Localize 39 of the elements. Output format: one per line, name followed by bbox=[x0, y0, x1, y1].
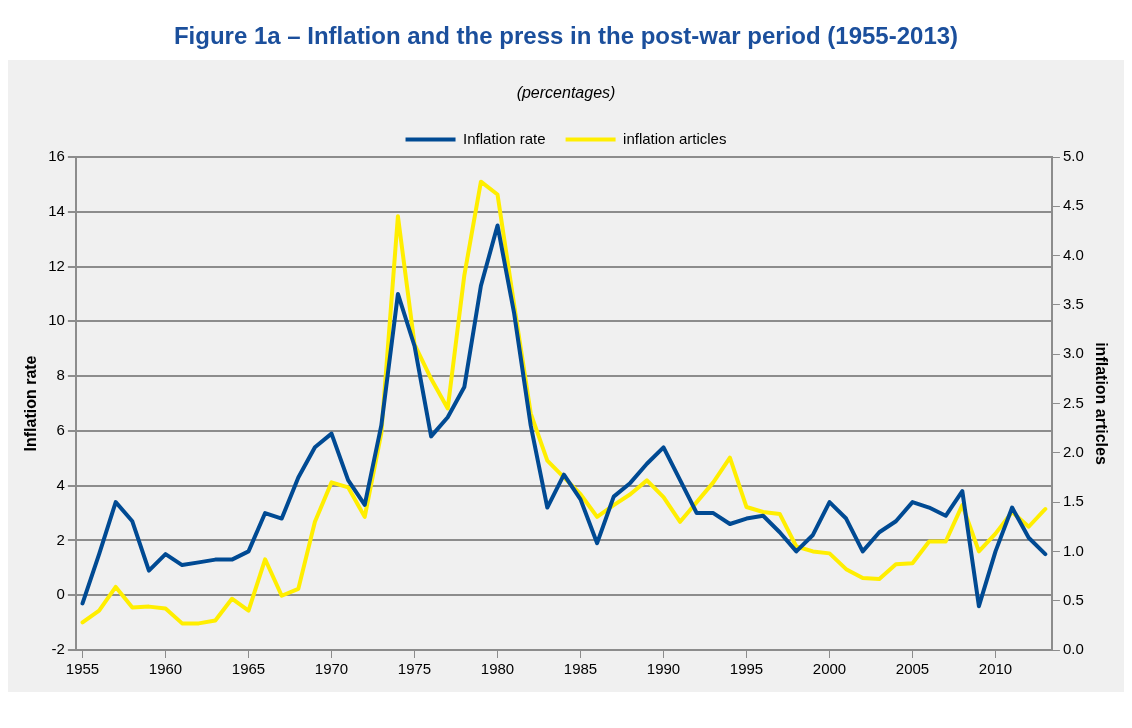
y-axis-title: Inflation rate bbox=[22, 355, 40, 452]
y2-tick-label: 4.5 bbox=[1062, 196, 1084, 214]
y2-tick-label: 5.0 bbox=[1062, 147, 1084, 165]
x-tick-label: 1990 bbox=[646, 660, 681, 678]
x-tick-label: 2005 bbox=[895, 660, 930, 678]
y-tick-label: 8 bbox=[56, 366, 65, 384]
chart-title: Figure 1a – Inflation and the press in the post-war period (1955-2013) bbox=[8, 8, 1124, 60]
legend-label: Inflation rate bbox=[463, 129, 546, 147]
y-tick-label: -2 bbox=[51, 640, 65, 658]
x-tick-label: 1955 bbox=[65, 660, 100, 678]
y-tick-label: 0 bbox=[56, 585, 65, 603]
y2-tick-label: 2.0 bbox=[1062, 442, 1084, 460]
x-tick-label: 1960 bbox=[148, 660, 183, 678]
y-tick-label: 2 bbox=[56, 530, 65, 548]
y2-tick-label: 3.0 bbox=[1062, 344, 1084, 362]
x-tick-label: 1985 bbox=[563, 660, 598, 678]
y-tick-label: 16 bbox=[48, 147, 65, 165]
y2-tick-label: 0.5 bbox=[1062, 590, 1084, 608]
x-tick-label: 1980 bbox=[480, 660, 515, 678]
y-tick-label: 12 bbox=[48, 256, 65, 274]
y2-tick-label: 4.0 bbox=[1062, 245, 1084, 263]
y2-tick-label: 0.0 bbox=[1062, 640, 1084, 658]
y2-tick-label: 2.5 bbox=[1062, 393, 1084, 411]
y-tick-label: 14 bbox=[48, 201, 65, 219]
y2-tick-label: 3.5 bbox=[1062, 295, 1084, 313]
y2-tick-label: 1.5 bbox=[1062, 492, 1084, 510]
x-tick-label: 2000 bbox=[812, 660, 847, 678]
legend-label: inflation articles bbox=[623, 129, 727, 147]
x-tick-label: 1965 bbox=[231, 660, 266, 678]
y-tick-label: 10 bbox=[48, 311, 65, 329]
x-tick-label: 1975 bbox=[397, 660, 432, 678]
y2-axis-title: inflation articles bbox=[1092, 342, 1110, 465]
y2-tick-label: 1.0 bbox=[1062, 541, 1084, 559]
chart-subtitle: (percentages) bbox=[515, 83, 617, 103]
y-tick-label: 4 bbox=[56, 475, 65, 493]
x-tick-label: 1995 bbox=[729, 660, 764, 678]
y-tick-label: 6 bbox=[56, 421, 65, 439]
x-tick-label: 2010 bbox=[978, 660, 1013, 678]
x-tick-label: 1970 bbox=[314, 660, 349, 678]
